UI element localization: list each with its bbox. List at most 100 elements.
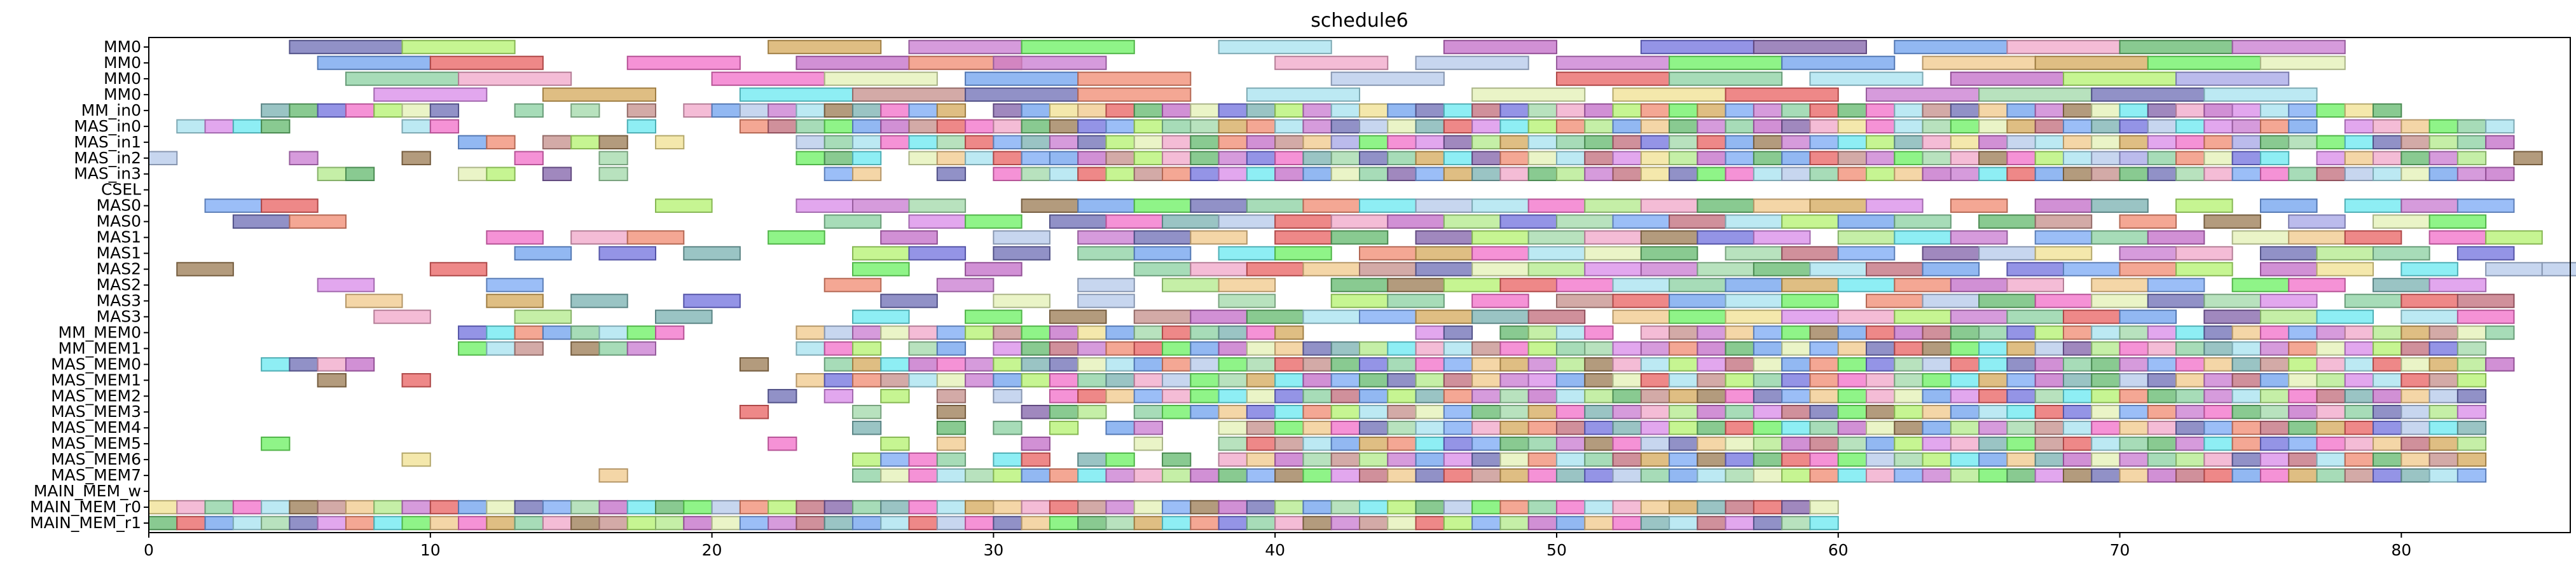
task-bar-row27-24 (1499, 468, 1529, 483)
task-bar-row11-22 (2034, 214, 2093, 229)
task-bar-row30-51 (1584, 515, 1614, 531)
task-bar-row8-28 (1527, 167, 1557, 181)
task-bar-row22-22 (1527, 389, 1557, 404)
task-bar-row6-55 (2175, 135, 2205, 150)
task-bar-row6-49 (2006, 135, 2036, 150)
task-bar-row1-7 (1415, 55, 1529, 71)
task-bar-row23-28 (1753, 405, 1783, 419)
task-bar-row30-52 (1612, 515, 1642, 531)
task-bar-row24-5 (1133, 420, 1164, 435)
task-bar-row18-8 (796, 325, 825, 340)
task-bar-row8-38 (1809, 167, 1839, 181)
task-bar-row4-5 (401, 103, 431, 118)
task-bar-row2-3 (823, 71, 938, 86)
task-bar-row30-37 (1190, 515, 1220, 531)
task-bar-row5-26 (1274, 119, 1304, 134)
task-bar-row27-43 (2034, 468, 2064, 483)
task-bar-row25-49 (2428, 436, 2458, 451)
task-bar-row6-38 (1697, 135, 1726, 150)
task-bar-row30-31 (1021, 515, 1050, 531)
task-bar-row8-57 (2344, 167, 2374, 181)
task-bar-row22-0 (768, 389, 797, 404)
task-bar-row23-1 (851, 405, 882, 419)
task-bar-row16-12 (1612, 294, 1670, 308)
task-bar-row30-13 (514, 515, 544, 531)
task-bar-row7-37 (1725, 151, 1754, 165)
task-bar-row5-4 (401, 119, 431, 134)
task-bar-row4-52 (1894, 103, 1924, 118)
task-bar-row14-21 (2119, 262, 2177, 276)
task-bar-row29-25 (851, 500, 882, 515)
task-bar-row27-42 (2006, 468, 2036, 483)
task-bar-row11-14 (1555, 214, 1614, 229)
task-bar-row18-50 (2147, 325, 2177, 340)
task-bar-row2-6 (1330, 71, 1445, 86)
task-bar-row5-58 (2175, 119, 2205, 134)
task-bar-row13-6 (1077, 246, 1135, 261)
task-bar-row26-16 (1387, 452, 1417, 467)
task-bar-row8-34 (1697, 167, 1726, 181)
task-bar-row20-64 (2485, 357, 2515, 372)
task-bar-row24-10 (1330, 420, 1361, 435)
task-bar-row16-23 (2259, 294, 2318, 308)
task-bar-row6-26 (1359, 135, 1389, 150)
task-bar-row3-8 (1612, 87, 1726, 102)
task-bar-row19-7 (823, 341, 853, 356)
task-bar-row13-19 (1922, 246, 1980, 261)
task-bar-row15-22 (2231, 278, 2290, 292)
task-bar-row26-2 (880, 452, 910, 467)
task-bar-row27-58 (2456, 468, 2487, 483)
task-bar-row24-32 (1950, 420, 1980, 435)
task-bar-row15-19 (2006, 278, 2064, 292)
task-bar-row4-4 (373, 103, 403, 118)
task-bar-row13-2 (683, 246, 741, 261)
task-bar-row20-28 (1471, 357, 1501, 372)
task-bar-row17-14 (1612, 310, 1670, 324)
task-bar-row20-25 (1387, 357, 1417, 372)
task-bar-row5-27 (1302, 119, 1332, 134)
task-bar-row20-34 (1640, 357, 1670, 372)
task-bar-row5-41 (1697, 119, 1726, 134)
task-bar-row7-21 (1274, 151, 1304, 165)
task-bar-row18-13 (936, 325, 967, 340)
task-bar-row6-54 (2147, 135, 2177, 150)
task-bar-row6-57 (2231, 135, 2261, 150)
task-bar-row19-55 (2231, 341, 2261, 356)
task-bar-row6-29 (1443, 135, 1473, 150)
task-bar-row25-14 (1443, 436, 1473, 451)
task-bar-row4-37 (1471, 103, 1501, 118)
task-bar-row2-10 (1950, 71, 2064, 86)
task-bar-row29-5 (289, 500, 319, 515)
task-bar-row26-44 (2175, 452, 2205, 467)
task-bar-row20-11 (993, 357, 1023, 372)
task-bar-row27-29 (1640, 468, 1670, 483)
task-bar-row21-28 (1527, 373, 1557, 388)
task-bar-row25-0 (261, 436, 291, 451)
task-bar-row29-21 (739, 500, 769, 515)
task-bar-row20-36 (1697, 357, 1726, 372)
task-bar-row7-52 (2147, 151, 2177, 165)
task-bar-row23-14 (1359, 405, 1389, 419)
task-bar-row7-38 (1753, 151, 1783, 165)
task-bar-row24-33 (1978, 420, 2008, 435)
task-bar-row19-15 (1105, 341, 1135, 356)
task-bar-row6-19 (1162, 135, 1192, 150)
task-bar-row30-15 (570, 515, 600, 531)
task-bar-row23-19 (1499, 405, 1529, 419)
task-bar-row6-16 (1077, 135, 1107, 150)
task-bar-row21-49 (2119, 373, 2149, 388)
task-bar-row4-60 (2119, 103, 2149, 118)
task-bar-row8-8 (936, 167, 967, 181)
task-bar-row25-26 (1781, 436, 1811, 451)
task-bar-row30-14 (542, 515, 572, 531)
task-bar-row19-16 (1133, 341, 1164, 356)
task-bar-row23-22 (1584, 405, 1614, 419)
task-bar-row7-5 (796, 151, 825, 165)
y-tick-label: MAIN_MEM_r0 (30, 498, 141, 516)
task-bar-row30-17 (626, 515, 657, 531)
task-bar-row8-29 (1555, 167, 1586, 181)
task-bar-row4-56 (2006, 103, 2036, 118)
task-bar-row21-46 (2034, 373, 2064, 388)
task-bar-row29-6 (317, 500, 347, 515)
task-bar-row10-10 (1246, 198, 1304, 213)
